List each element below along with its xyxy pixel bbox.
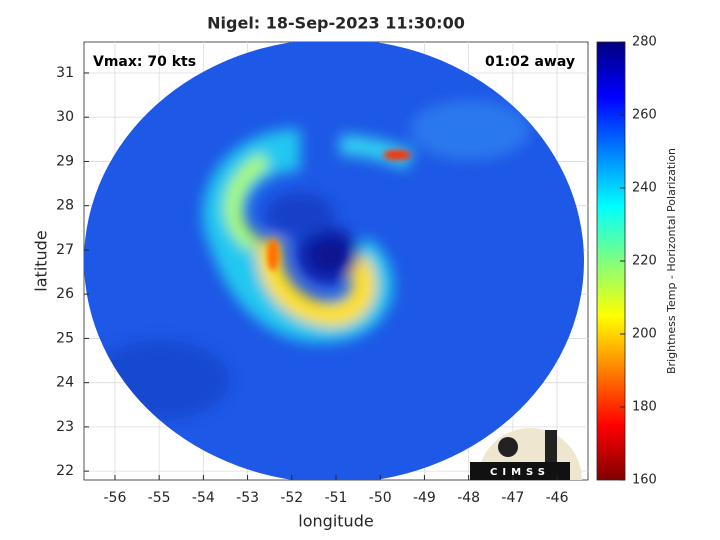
x-tick-label: -49: [413, 490, 436, 506]
x-tick-label: -48: [457, 490, 480, 506]
colorbar-tick-label: 260: [632, 108, 657, 123]
y-tick-label: 24: [56, 375, 74, 391]
annotation: 01:02 away: [485, 54, 575, 70]
colorbar-tick-label: 180: [632, 400, 657, 415]
colorbar-tick-label: 160: [632, 473, 657, 488]
field: [84, 42, 584, 480]
x-tick-label: -56: [104, 490, 127, 506]
annotation: Vmax: 70 kts: [93, 54, 196, 70]
y-tick-label: 31: [56, 65, 74, 81]
x-tick-label: -52: [280, 490, 303, 506]
x-tick-label: -54: [192, 490, 215, 506]
y-tick-label: 27: [56, 242, 74, 258]
chart-title: Nigel: 18-Sep-2023 11:30:00: [207, 14, 465, 33]
x-tick-label: -53: [236, 490, 259, 506]
y-tick-label: 25: [56, 330, 74, 346]
x-tick-label: -55: [148, 490, 171, 506]
colorbar-tick-label: 200: [632, 327, 657, 342]
y-tick-label: 22: [56, 463, 74, 479]
colorbar-tick-label: 240: [632, 181, 657, 196]
x-axis-label: longitude: [298, 512, 373, 531]
y-tick-label: 29: [56, 153, 74, 169]
y-tick-label: 23: [56, 419, 74, 435]
x-tick-label: -47: [501, 490, 524, 506]
x-tick-label: -51: [325, 490, 348, 506]
x-tick-label: -50: [369, 490, 392, 506]
colorbar-label: Brightness Temp - Horizontal Polarizatio…: [665, 148, 678, 374]
y-tick-label: 28: [56, 198, 74, 214]
x-tick-label: -46: [546, 490, 569, 506]
y-tick-label: 26: [56, 286, 74, 302]
y-axis-label: latitude: [32, 230, 51, 291]
colorbar-tick-label: 220: [632, 254, 657, 269]
logo-text: CIMSS: [490, 467, 550, 478]
y-tick-label: 30: [56, 109, 74, 125]
colorbar-tick-label: 280: [632, 35, 657, 50]
logo: CIMSS: [470, 428, 582, 480]
